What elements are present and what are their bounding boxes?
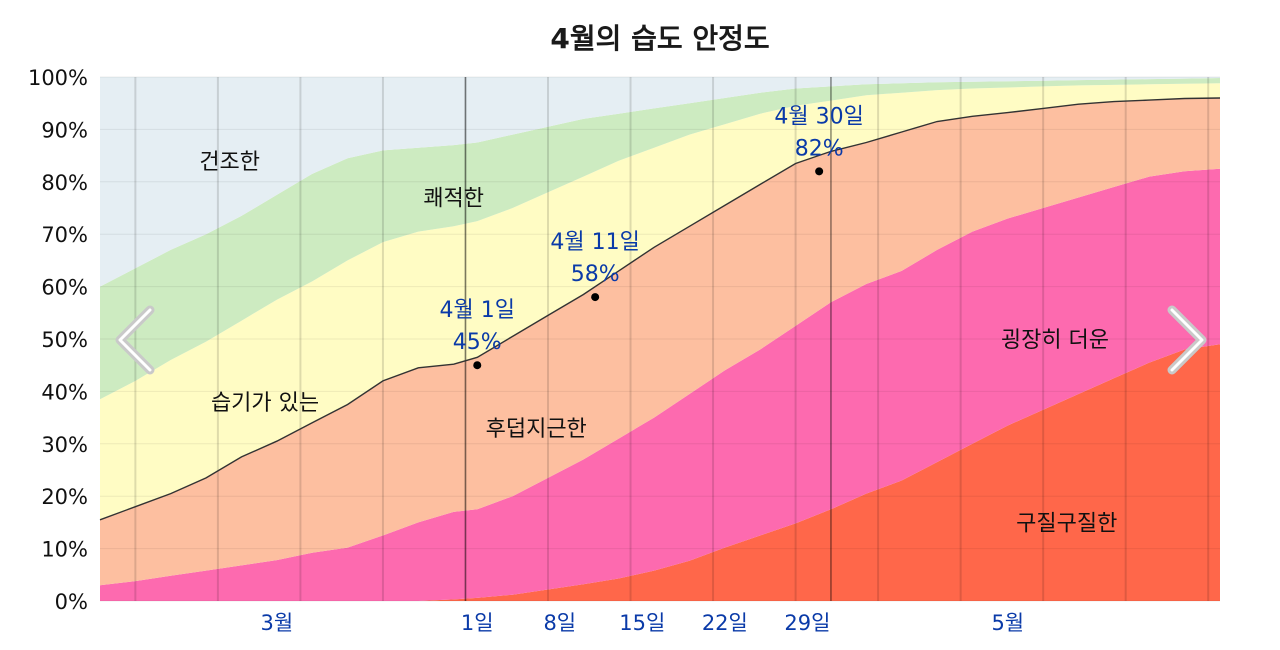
y-tick-label: 30% [41, 433, 88, 457]
x-tick-label: 3월 [260, 611, 293, 635]
gridlines [100, 76, 1220, 602]
x-axis: 3월 1일 8일 15일 22일 29일 5월 [260, 611, 1024, 635]
annotation-date: 4월 1일 [440, 298, 515, 323]
band-label: 후덥지근한 [486, 417, 587, 442]
prev-button[interactable] [115, 305, 155, 375]
y-tick-label: 40% [41, 380, 88, 404]
annotation-date: 4월 30일 [774, 104, 863, 129]
y-tick-label: 0% [55, 590, 88, 614]
y-tick-label: 20% [41, 485, 88, 509]
y-tick-label: 60% [41, 276, 88, 300]
band-1 [100, 168, 1220, 601]
humidity-bands [100, 77, 1220, 601]
band-5 [100, 77, 1220, 287]
annotation-value: 45% [453, 330, 502, 355]
y-tick-label: 70% [41, 223, 88, 247]
threshold-line [99, 97, 1221, 521]
band-3 [100, 83, 1220, 520]
x-tick-label: 29일 [784, 611, 830, 635]
band-label: 습기가 있는 [211, 391, 319, 416]
band-label: 쾌적한 [423, 187, 484, 212]
band-label: 건조한 [199, 150, 260, 175]
annotation-point [473, 361, 482, 370]
x-tick-label: 8일 [543, 611, 576, 635]
band-0 [100, 344, 1220, 601]
chevron-right-icon-inner [1170, 308, 1204, 372]
chevron-left-icon-inner [118, 308, 152, 372]
band-4 [100, 78, 1220, 400]
x-tick-label: 5월 [991, 611, 1024, 635]
annotation-value: 82% [795, 136, 844, 161]
chart-title: 4월의 습도 안정도 [550, 22, 769, 55]
y-tick-label: 80% [41, 171, 88, 195]
x-tick-label: 22일 [702, 611, 748, 635]
y-tick-label: 90% [41, 118, 88, 142]
y-tick-label: 10% [41, 538, 88, 562]
x-tick-label: 1일 [461, 611, 494, 635]
band-label: 구질구질한 [1016, 511, 1117, 536]
y-tick-label: 100% [28, 66, 88, 90]
next-button[interactable] [1167, 305, 1207, 375]
y-axis: 0% 10% 20% 30% 40% 50% 60% 70% 80% 90% 100% [28, 66, 88, 614]
y-tick-label: 50% [41, 328, 88, 352]
annotation-point [591, 293, 600, 302]
threshold-boundary [99, 97, 1221, 521]
x-tick-label: 15일 [619, 611, 665, 635]
annotation-point [815, 167, 824, 176]
annotations: 4월 1일 45% 4월 11일 58% 4월 30일 82% [440, 104, 864, 370]
band-2 [100, 98, 1220, 586]
band-label: 굉장히 더운 [1001, 328, 1109, 353]
annotation-value: 58% [571, 262, 620, 287]
annotation-date: 4월 11일 [550, 230, 639, 255]
